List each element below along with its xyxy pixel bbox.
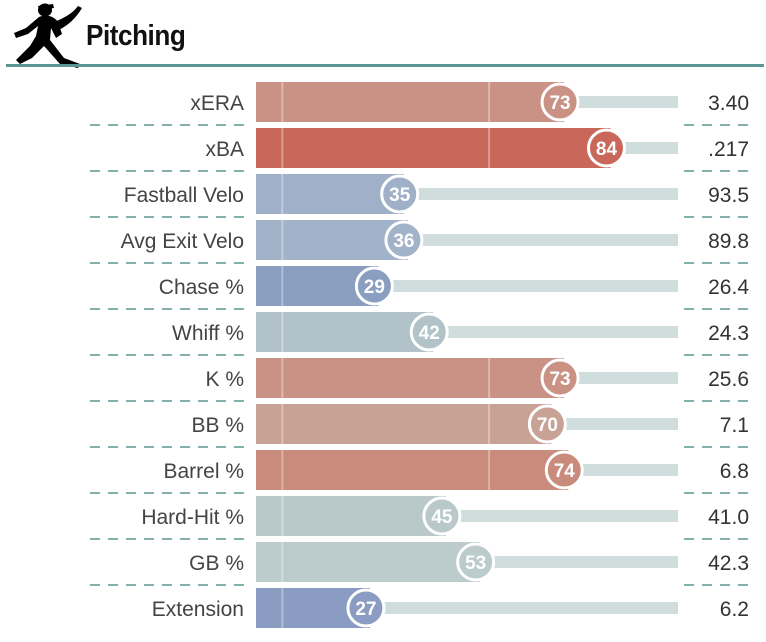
stat-value: 42.3 — [708, 552, 749, 575]
category-label: xBA — [205, 138, 244, 161]
category-label: xERA — [190, 92, 244, 115]
percentile-label: 35 — [389, 185, 411, 206]
percentile-label: 70 — [537, 415, 558, 436]
bar — [256, 496, 446, 536]
bar — [256, 82, 565, 122]
percentile-circle — [409, 312, 449, 352]
bar — [256, 220, 408, 260]
percentile-circle — [380, 174, 420, 214]
category-label: Whiff % — [172, 322, 244, 345]
stat-value: 26.4 — [708, 276, 749, 299]
percentile-label: 36 — [393, 231, 414, 252]
percentile-label: 73 — [549, 369, 570, 390]
gridline — [488, 450, 491, 490]
header: Pitching — [0, 0, 766, 72]
gridline — [281, 588, 284, 628]
stat-value: 3.40 — [708, 92, 749, 115]
gridline — [281, 404, 284, 444]
stat-value: 93.5 — [708, 184, 749, 207]
gridline — [281, 266, 284, 306]
category-label: Hard-Hit % — [141, 506, 244, 529]
percentile-circle — [527, 404, 567, 444]
pitcher-icon — [14, 3, 82, 68]
percentile-circle — [354, 266, 394, 306]
category-label: Avg Exit Velo — [121, 230, 244, 253]
gridline — [281, 174, 284, 214]
percentile-label: 74 — [554, 461, 576, 482]
category-label: Chase % — [159, 276, 244, 299]
gridline — [281, 312, 284, 352]
stat-value: 41.0 — [708, 506, 749, 529]
gridline — [281, 542, 284, 582]
page-title: Pitching — [86, 20, 186, 52]
category-label: Extension — [152, 598, 244, 621]
category-label: Fastball Velo — [124, 184, 244, 207]
percentile-label: 73 — [549, 93, 570, 114]
bar — [256, 404, 552, 444]
percentile-label: 29 — [364, 277, 385, 298]
gridline — [281, 496, 284, 536]
percentile-circle — [422, 496, 462, 536]
category-label: BB % — [191, 414, 244, 437]
bar — [256, 450, 569, 490]
bar — [256, 542, 480, 582]
percentile-circle — [586, 128, 626, 168]
gridline — [281, 128, 284, 168]
category-label: Barrel % — [163, 460, 244, 483]
percentile-label: 27 — [355, 599, 376, 620]
stat-value: 25.6 — [708, 368, 749, 391]
percentile-circle — [544, 450, 584, 490]
gridline — [281, 358, 284, 398]
percentile-circle — [456, 542, 496, 582]
category-label: GB % — [189, 552, 244, 575]
percentile-label: 42 — [419, 323, 440, 344]
percentile-circle — [540, 358, 580, 398]
stat-value: 24.3 — [708, 322, 749, 345]
stat-value: 6.2 — [720, 598, 749, 621]
gridline — [281, 220, 284, 260]
bar — [256, 128, 611, 168]
stat-value: 6.8 — [720, 460, 749, 483]
stat-value: 89.8 — [708, 230, 749, 253]
gridline — [488, 82, 491, 122]
bar — [256, 312, 434, 352]
title-divider — [6, 64, 764, 67]
gridline — [488, 404, 491, 444]
category-label: K % — [205, 368, 244, 391]
percentile-circle — [384, 220, 424, 260]
percentile-label: 84 — [596, 139, 618, 160]
bar — [256, 358, 565, 398]
percentile-label: 45 — [431, 507, 453, 528]
gridline — [488, 358, 491, 398]
gridline — [281, 82, 284, 122]
gridline — [488, 128, 491, 168]
percentile-circle — [540, 82, 580, 122]
gridline — [281, 450, 284, 490]
percentile-label: 53 — [465, 553, 486, 574]
stat-value: .217 — [708, 138, 749, 161]
bar — [256, 174, 404, 214]
percentile-circle — [346, 588, 386, 628]
stat-value: 7.1 — [720, 414, 749, 437]
